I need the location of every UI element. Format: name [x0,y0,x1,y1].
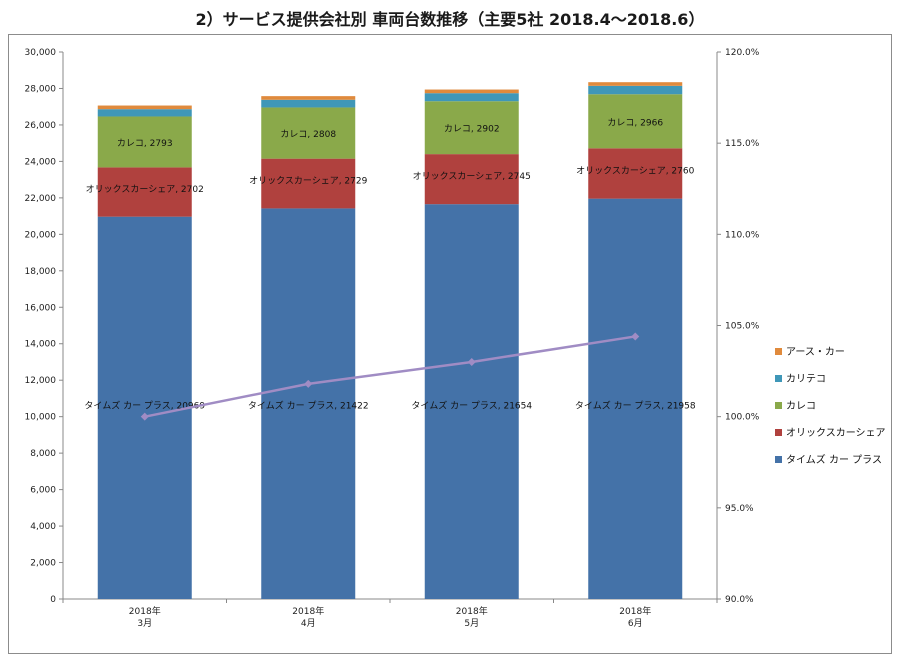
bar-segment [261,107,356,159]
bar-segment [588,85,683,95]
line-point [140,412,149,421]
bar-segment [97,167,192,217]
chart-frame [8,34,892,654]
bar-segment [424,101,519,155]
y-tick-label: 14,000 [25,340,57,350]
bar-segment [97,105,192,110]
bar-segment [97,116,192,168]
line-point [304,379,313,388]
legend-label: カリテコ [786,373,826,385]
x-tick-label: 2018年 [456,605,488,617]
data-label: オリックスカーシェア, 2702 [86,184,204,195]
bar-segment [588,94,683,149]
y-tick-label: 16,000 [25,303,57,313]
legend-swatch [775,429,782,436]
line-series [144,335,636,418]
x-tick-label: 5月 [464,618,479,629]
y-tick-label: 10,000 [25,413,57,423]
x-tick-label: 2018年 [292,605,324,617]
y2-tick-label: 110.0% [725,230,760,240]
data-label: オリックスカーシェア, 2729 [249,176,367,187]
data-label: カレコ, 2902 [444,124,500,135]
y2-tick-label: 95.0% [725,504,754,514]
data-label: オリックスカーシェア, 2760 [576,165,694,176]
data-label: カレコ, 2966 [607,117,663,128]
y2-tick-label: 115.0% [725,139,760,149]
x-tick-label: 2018年 [619,605,651,617]
data-label: カレコ, 2808 [280,129,336,140]
line-point [467,357,476,366]
chart-title: 2）サービス提供会社別 車両台数推移（主要5社 2018.4～2018.6） [195,10,705,29]
x-tick-label: 3月 [137,618,152,629]
y2-tick-label: 120.0% [725,48,760,58]
bar-segment [424,89,519,94]
y-tick-label: 4,000 [30,522,56,532]
bar-segment [97,109,192,117]
bar-segment [588,148,683,199]
y2-tick-label: 105.0% [725,322,760,332]
legend-swatch [775,348,782,355]
y-tick-label: 6,000 [30,486,56,496]
data-label: タイムズ カー プラス, 21654 [411,400,532,412]
bar-segment [261,96,356,100]
y-tick-label: 18,000 [25,267,57,277]
y-tick-label: 0 [50,595,56,605]
y-tick-label: 26,000 [25,121,57,131]
bar-segment [424,93,519,102]
legend-label: タイムズ カー プラス [786,453,882,466]
x-tick-label: 2018年 [129,605,161,617]
y-tick-label: 8,000 [30,449,56,459]
legend-swatch [775,456,782,463]
y-tick-label: 28,000 [25,84,57,94]
bar-segment [261,208,356,600]
x-tick-label: 6月 [628,618,643,629]
y-tick-label: 30,000 [25,48,57,58]
data-label: タイムズ カー プラス, 21422 [248,400,369,412]
y-tick-label: 12,000 [25,376,57,386]
data-label: タイムズ カー プラス, 21958 [575,400,696,412]
legend-label: カレコ [786,400,816,412]
line-point [631,332,640,341]
bar-segment [588,198,683,600]
legend-label: アース・カー [786,346,845,358]
y-tick-label: 2,000 [30,559,56,569]
bar-segment [97,216,192,600]
data-label: カレコ, 2793 [117,138,173,149]
legend-label: オリックスカーシェア [786,427,886,439]
bar-segment [588,82,683,86]
data-label: オリックスカーシェア, 2745 [413,171,531,182]
y-tick-label: 22,000 [25,194,57,204]
y2-tick-label: 100.0% [725,413,760,423]
legend-swatch [775,375,782,382]
legend-swatch [775,402,782,409]
bar-segment [424,154,519,205]
bar-segment [261,158,356,209]
bar-segment [261,99,356,108]
y-tick-label: 20,000 [25,230,57,240]
bar-segment [424,204,519,599]
y2-tick-label: 90.0% [725,595,754,605]
x-tick-label: 4月 [301,618,316,629]
y-tick-label: 24,000 [25,157,57,167]
data-label: タイムズ カー プラス, 20969 [84,400,205,412]
